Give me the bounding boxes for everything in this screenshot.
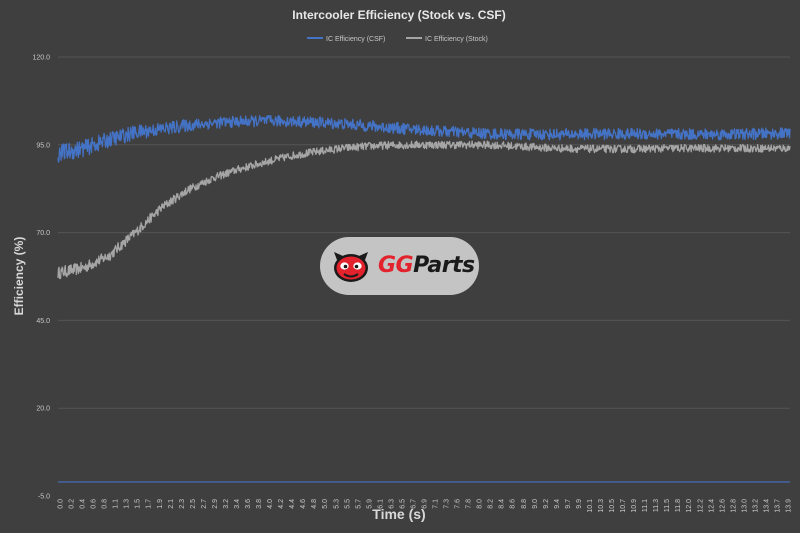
x-tick-label: 6.5	[399, 499, 406, 509]
x-tick-label: 11.8	[675, 499, 682, 512]
x-tick-label: 2.3	[179, 499, 186, 509]
legend-item-stock: IC Efficiency (Stock)	[406, 36, 488, 43]
x-tick-label: 0.4	[80, 499, 87, 509]
x-tick-label: 6.1	[377, 499, 384, 509]
x-tick-label: 3.2	[223, 499, 230, 509]
x-tick-label: 6.3	[388, 499, 395, 509]
x-tick-label: 4.4	[289, 499, 296, 509]
x-tick-label: 9.7	[565, 499, 572, 509]
x-tick-label: 11.3	[653, 499, 660, 512]
x-tick-label: 3.8	[256, 499, 263, 509]
gg-mascot-icon	[334, 252, 368, 282]
x-tick-label: 9.9	[576, 499, 583, 509]
y-tick-label: 20.0	[36, 406, 50, 413]
wordmark-gg: GG	[378, 253, 414, 278]
x-tick-label: 1.5	[135, 499, 142, 509]
x-tick-label: 13.7	[774, 499, 781, 513]
x-tick-label: 8.8	[521, 499, 528, 509]
y-tick-label: 95.0	[36, 142, 50, 149]
x-tick-label: 11.5	[664, 499, 671, 512]
x-tick-label: 7.3	[444, 499, 451, 509]
x-tick-label: 0.8	[102, 499, 109, 509]
x-tick-label: 2.1	[168, 499, 175, 509]
legend-label-csf: IC Efficiency (CSF)	[326, 36, 385, 43]
x-tick-label: 5.7	[355, 499, 362, 509]
x-tick-label: 13.4	[763, 499, 770, 513]
x-tick-label: 12.4	[708, 499, 715, 513]
gridlines	[58, 56, 790, 409]
x-tick-label: 2.9	[212, 499, 219, 509]
x-tick-label: 5.3	[333, 499, 340, 509]
x-tick-label: 6.7	[410, 499, 417, 509]
x-tick-label: 7.6	[455, 499, 462, 509]
wordmark-parts: Parts	[413, 253, 475, 278]
y-tick-label: 120.0	[32, 55, 50, 62]
x-tick-label: 7.8	[466, 499, 473, 509]
x-tick-label: 8.0	[477, 499, 484, 509]
x-tick-label: 10.3	[598, 499, 605, 513]
x-tick-label: 2.5	[190, 499, 197, 509]
x-axis-ticks: 0.0 0.2 0.4 0.6 0.8 1.1 1.3 1.5 1.7 1.9 2.1 2.3 2.5 2…	[58, 499, 793, 513]
x-tick-label: 6.9	[422, 499, 429, 509]
chart-title: Intercooler Efficiency (Stock vs. CSF)	[292, 8, 505, 22]
x-tick-label: 8.2	[488, 499, 495, 509]
x-tick-label: 13.2	[752, 499, 759, 513]
x-tick-label: 9.2	[543, 499, 550, 509]
x-tick-label: 0.0	[58, 499, 65, 509]
x-tick-label: 5.9	[366, 499, 373, 509]
series-line-csf	[57, 114, 791, 163]
y-tick-label: 70.0	[36, 230, 50, 237]
y-axis-title: Efficiency (%)	[12, 237, 26, 316]
x-tick-label: 1.9	[157, 499, 164, 509]
x-tick-label: 4.6	[300, 499, 307, 509]
x-tick-label: 5.0	[322, 499, 329, 509]
x-tick-label: 12.8	[730, 499, 737, 513]
x-tick-label: 11.1	[642, 499, 649, 512]
ggparts-wordmark: GGParts	[378, 253, 475, 279]
x-tick-label: 4.0	[267, 499, 274, 509]
x-tick-label: 10.7	[620, 499, 627, 513]
ggparts-watermark: GGParts	[320, 237, 479, 295]
legend-item-csf: IC Efficiency (CSF)	[307, 36, 385, 43]
x-tick-label: 9.4	[554, 499, 561, 509]
x-tick-label: 12.0	[686, 499, 693, 513]
x-tick-label: 2.7	[201, 499, 208, 509]
legend: IC Efficiency (CSF) IC Efficiency (Stock…	[307, 36, 488, 43]
series-layer	[57, 114, 791, 483]
x-tick-label: 10.5	[609, 499, 616, 513]
x-tick-label: 4.2	[278, 499, 285, 509]
x-tick-label: 7.1	[433, 499, 440, 509]
x-tick-label: 1.7	[146, 499, 153, 509]
x-tick-label: 8.6	[510, 499, 517, 509]
x-tick-label: 10.9	[631, 499, 638, 513]
x-tick-label: 9.0	[532, 499, 539, 509]
x-tick-label: 3.4	[234, 499, 241, 509]
x-tick-label: 4.8	[311, 499, 318, 509]
x-tick-label: 8.4	[499, 499, 506, 509]
x-tick-label: 5.5	[344, 499, 351, 509]
x-tick-label: 1.1	[113, 499, 120, 509]
legend-label-stock: IC Efficiency (Stock)	[425, 36, 488, 43]
series-line-stock	[57, 140, 791, 280]
x-tick-label: 1.3	[124, 499, 131, 509]
x-tick-label: 0.6	[91, 499, 98, 509]
x-axis-title: Time (s)	[372, 506, 425, 522]
y-tick-label: -5.0	[38, 494, 50, 501]
x-tick-label: 13.9	[786, 499, 793, 513]
x-tick-label: 3.6	[245, 499, 252, 509]
x-tick-label: 0.2	[69, 499, 76, 509]
x-tick-label: 12.2	[697, 499, 704, 513]
y-tick-label: 45.0	[36, 318, 50, 325]
x-tick-label: 10.1	[587, 499, 594, 513]
y-axis-ticks: -5.0 20.0 45.0 70.0 95.0 120.0	[32, 55, 50, 501]
x-tick-label: 13.0	[741, 499, 748, 513]
x-tick-label: 12.6	[719, 499, 726, 513]
